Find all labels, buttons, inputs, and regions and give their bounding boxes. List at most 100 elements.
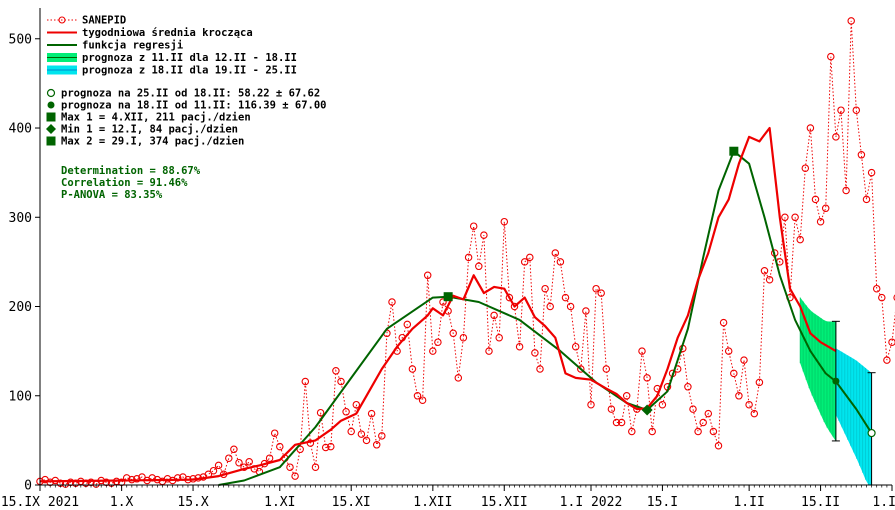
annotation-label: Min 1 = 12.I, 84 pacj./dzien [61,124,238,136]
sanepid-point [235,458,243,467]
sanepid-point [408,365,417,373]
x-tick-label: 1.X [110,495,134,510]
regression-line [218,150,873,486]
stat-label: Correlation = 91.46% [61,177,188,189]
sanepid-point [587,400,595,409]
sanepid-point [867,168,876,177]
sanepid-point [602,365,611,373]
sanepid-point [755,378,764,387]
forecast-marker-open [867,428,876,438]
sanepid-point [367,409,376,418]
legend-label: tygodniowa średnia krocząca [82,27,253,39]
annotation-label: Max 1 = 4.XII, 211 pacj./dzien [61,112,251,124]
sanepid-point [316,408,325,417]
sanepid-point [832,133,840,141]
x-tick-label: 1.XII [413,495,452,510]
sanepid-point [592,284,600,293]
x-tick-label: 15.II [801,495,840,510]
sanepid-point [214,461,223,470]
sanepid-point [352,400,361,409]
legend-label: prognoza z 18.II dla 19.II - 25.II [82,65,297,77]
sanepid-point [607,405,616,413]
axes: 0 100 200 300 400 500 15.IX 2021 1.X 15.X 1.XI 15.… [1,8,895,510]
sanepid-point [133,475,141,483]
sanepid-point [510,302,519,311]
legend-label: prognoza z 11.II dla 12.II - 18.II [82,52,297,64]
max-marker-2 [729,146,739,156]
sanepid-point [582,307,590,315]
stat-label: Determination = 88.67% [61,165,201,177]
x-tick-label: 15.XII [481,495,528,510]
legend-label: funkcja regresji [82,40,183,52]
sanepid-point [740,356,748,364]
y-tick-label: 0 [24,479,32,494]
x-tick-label: 15.I [647,495,678,510]
sanepid-point [357,430,366,438]
sanepid-point [694,427,702,436]
sanepid-point [684,383,692,391]
sanepid-point [388,298,396,306]
sanepid-point [449,329,457,338]
sanepid-point [872,284,881,293]
sanepid-point [791,213,799,222]
sanepid-point [413,392,422,400]
legend-swatch-circle [58,16,66,24]
sanepid-point [816,217,825,226]
sanepid-point [475,262,483,271]
sanepid-point [837,106,845,114]
annot-filled-circle [47,101,55,109]
sanepid-point [781,213,789,222]
sanepid-point [862,195,871,204]
sanepid-point [286,463,294,471]
sanepid-point [658,400,667,409]
sanepid-point [597,289,605,297]
moving-average-line [39,126,837,483]
sanepid-point [423,271,432,280]
sanepid-point [893,294,895,301]
annotation-label: Max 2 = 29.I, 374 pacj./dzien [61,136,244,148]
sanepid-point [638,347,646,355]
x-tick-label: 15.X [177,495,208,510]
x-tick-label: 1.III [872,495,895,510]
sanepid-point [225,454,233,462]
sanepid-point [760,267,769,275]
y-tick-label: 300 [9,211,32,226]
sanepid-point [429,347,437,355]
sanepid-point [704,409,713,418]
sanepid-point [505,293,514,302]
sanepid-point [617,418,626,427]
sanepid-point [765,275,774,284]
sanepid-point [347,427,355,436]
sanepid-point [745,400,753,409]
sanepid-point [480,231,488,239]
sanepid-point [714,441,723,450]
moving-average-series [39,126,837,483]
sanepid-point [311,463,320,471]
sanepid-point [796,235,804,244]
sanepid-point [276,442,284,451]
sanepid-point [724,347,733,355]
annotation-label: prognoza na 25.II od 18.II: 58.22 ± 67.6… [61,88,320,100]
sanepid-point [852,106,861,114]
sanepid-point [337,377,345,386]
sanepid-point [689,405,697,413]
sanepid-point [327,442,335,451]
y-tick-label: 400 [9,122,32,137]
sanepid-point [709,427,718,436]
sanepid-point [291,472,299,480]
sanepid-point [520,258,529,266]
sanepid-point [842,186,850,195]
y-tick-label: 500 [9,32,32,47]
sanepid-point [372,441,381,449]
sanepid-point [857,151,866,159]
forecast-marker-filled [832,377,840,385]
sanepid-point [577,365,585,373]
sanepid-point [454,374,463,382]
sanepid-point [847,17,855,25]
sanepid-point [883,356,891,364]
sanepid-point [403,320,412,329]
sanepid-point [342,408,350,416]
annotation-label: prognoza na 18.II od 11.II: 116.39 ± 67.… [61,100,327,112]
